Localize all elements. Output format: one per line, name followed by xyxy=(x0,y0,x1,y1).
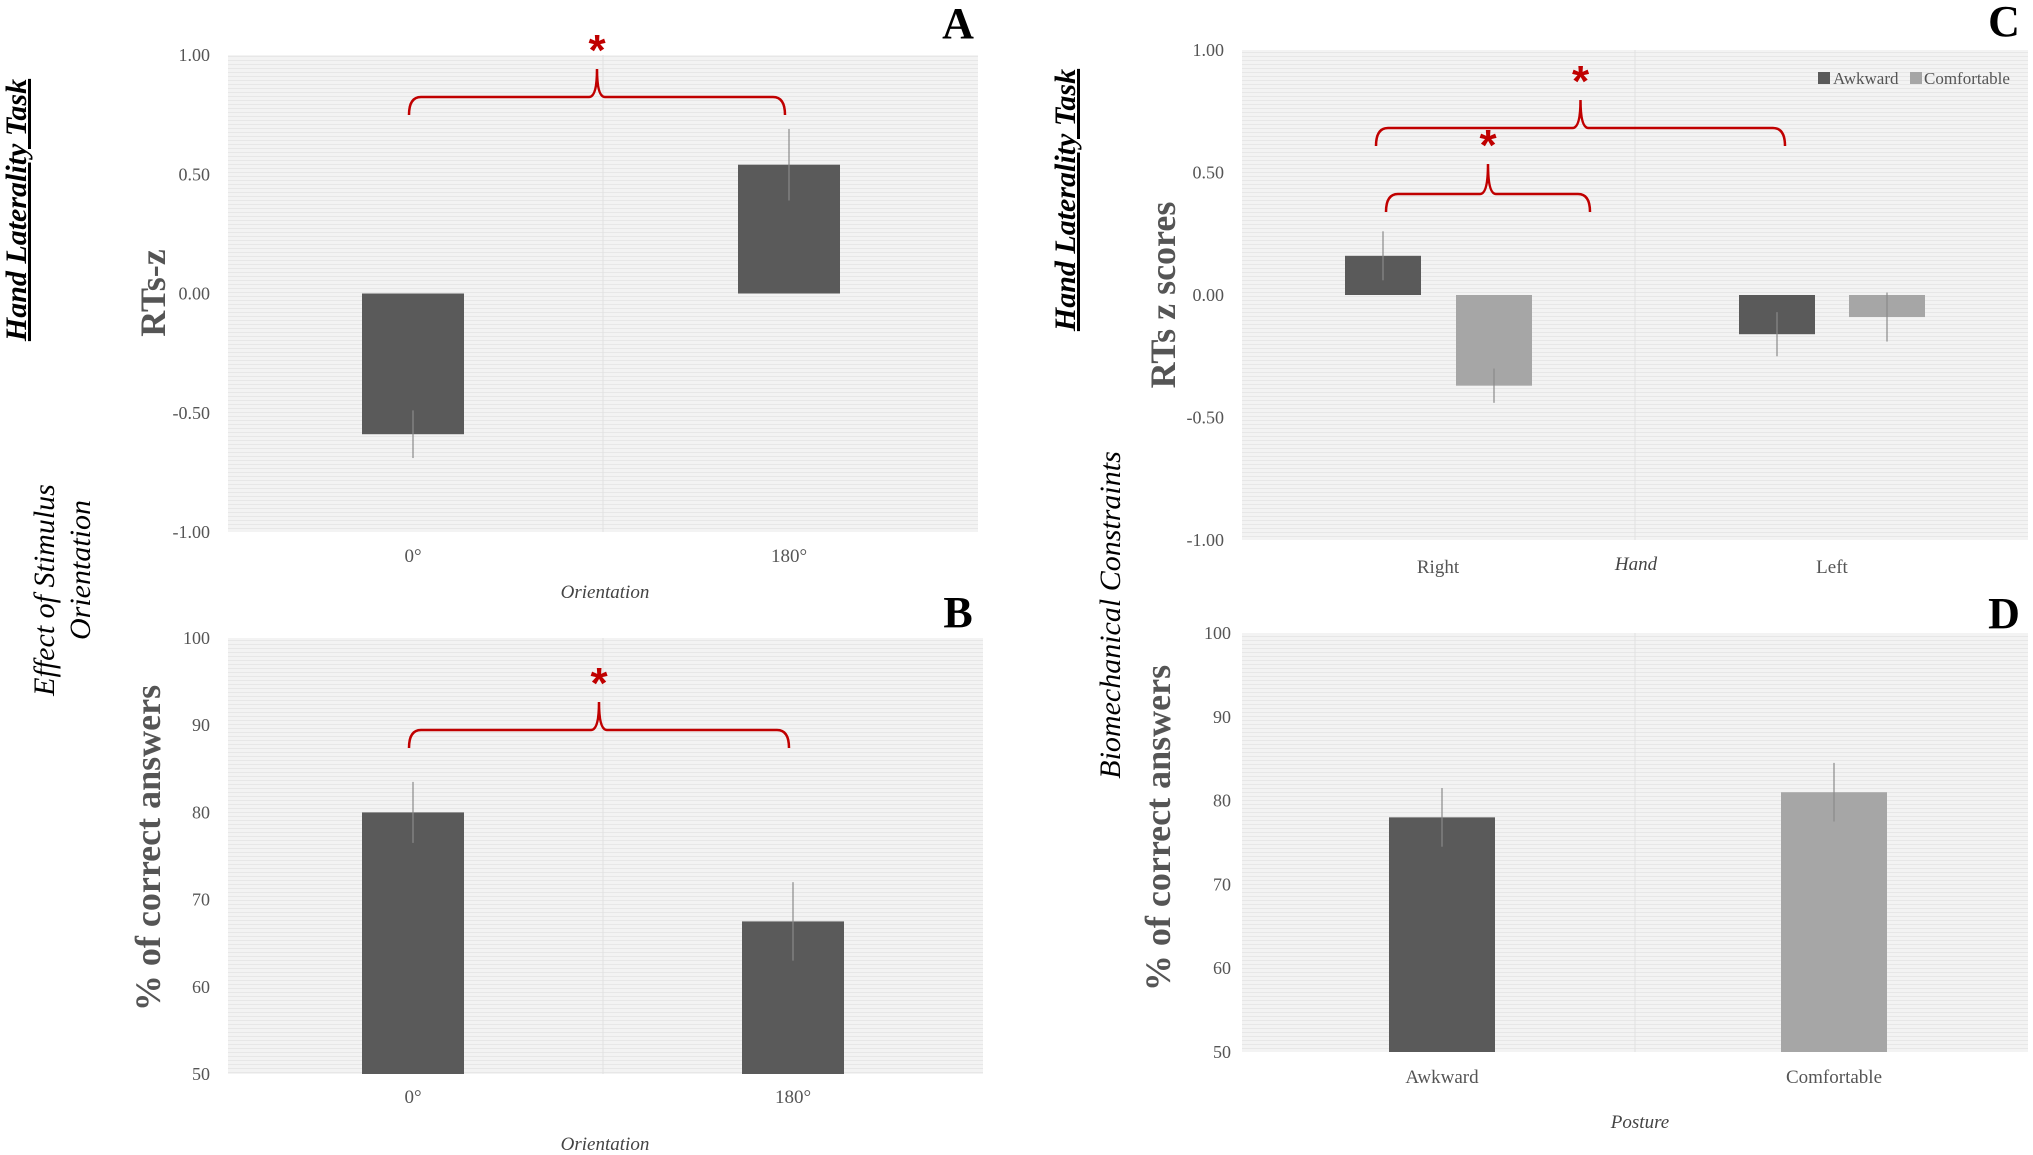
ytick-label: 50 xyxy=(192,1064,210,1084)
ytick-label: 1.00 xyxy=(1193,40,1225,60)
ytick-label: 0.50 xyxy=(179,164,211,184)
ylabel-d: % of correct answers xyxy=(1138,665,1178,991)
section-label-left-mid-2: Orientation xyxy=(64,500,97,640)
ytick-label: 80 xyxy=(192,802,210,822)
significance-bracket xyxy=(407,701,791,749)
category-label: 0° xyxy=(404,546,421,567)
significance-star: * xyxy=(590,659,608,708)
ytick-label: 50 xyxy=(1213,1042,1231,1062)
ytick-label: 60 xyxy=(192,977,210,997)
panel-d: D % of correct answers Posture 50 60 70 80 9… xyxy=(1138,589,2028,1133)
category-label: 180° xyxy=(775,1087,811,1108)
category-label: Right xyxy=(1417,557,1460,578)
xlabel-c: Hand xyxy=(1614,554,1658,575)
plot-area-b xyxy=(228,638,983,1074)
section-label-right-top: Hand Laterality Task xyxy=(1049,69,1082,332)
ytick-label: -1.00 xyxy=(1187,530,1225,550)
xlabel-b: Orientation xyxy=(561,1134,650,1155)
ytick-label: 100 xyxy=(1204,623,1231,643)
panel-a: A RTs-z Orientation -1.00 -0.50 0.00 0.50 1.… xyxy=(133,0,978,603)
bar-d-0 xyxy=(1389,817,1495,1052)
ytick-label: 70 xyxy=(1213,874,1231,894)
ytick-label: -0.50 xyxy=(1187,408,1225,428)
significance-bracket xyxy=(407,68,787,116)
ylabel-b: % of correct answers xyxy=(128,685,168,1011)
section-label-left-mid-1: Effect of Stimulus xyxy=(28,484,61,697)
ytick-label: -0.50 xyxy=(173,403,211,423)
legend-c: Awkward Comfortable xyxy=(1818,69,2010,88)
significance-bracket-inner xyxy=(1384,163,1592,213)
panel-label-d: D xyxy=(1988,589,2020,638)
ytick-label: 0.50 xyxy=(1193,163,1225,183)
bar-b-0 xyxy=(362,812,464,1074)
xlabel-d: Posture xyxy=(1610,1112,1669,1133)
bar-d-1 xyxy=(1781,792,1887,1052)
significance-star-inner: * xyxy=(1479,121,1497,170)
legend-label-awkward: Awkward xyxy=(1833,69,1899,88)
legend-label-comfortable: Comfortable xyxy=(1924,69,2010,88)
category-label: Comfortable xyxy=(1786,1067,1882,1088)
ytick-label: 100 xyxy=(183,628,210,648)
category-label: 180° xyxy=(771,546,807,567)
category-label: Awkward xyxy=(1405,1067,1479,1088)
significance-bracket-outer xyxy=(1374,99,1787,147)
panel-label-c: C xyxy=(1988,0,2020,46)
ytick-label: 1.00 xyxy=(179,45,211,65)
ytick-label: -1.00 xyxy=(173,522,211,542)
ytick-label: 70 xyxy=(192,890,210,910)
ytick-label: 90 xyxy=(192,715,210,735)
panel-b: B % of correct answers Orientation 50 60 7… xyxy=(128,588,983,1155)
panel-c: C RTs z scores Hand Awkward Comfortable … xyxy=(1143,0,2028,578)
panel-label-b: B xyxy=(943,588,972,637)
section-label-left-top: Hand Laterality Task xyxy=(0,79,33,342)
significance-star-outer: * xyxy=(1572,57,1590,106)
legend-swatch-comfortable xyxy=(1910,72,1922,84)
ytick-label: 0.00 xyxy=(179,284,211,304)
category-label: Left xyxy=(1816,557,1848,578)
ylabel-c: RTs z scores xyxy=(1143,202,1183,389)
section-label-right-mid: Biomechanical Constraints xyxy=(1094,451,1127,778)
significance-star: * xyxy=(588,26,606,75)
legend-swatch-awkward xyxy=(1818,72,1830,84)
ytick-label: 0.00 xyxy=(1193,285,1225,305)
ylabel-a: RTs-z xyxy=(133,249,173,336)
ytick-label: 90 xyxy=(1213,707,1231,727)
ytick-label: 60 xyxy=(1213,958,1231,978)
panel-label-a: A xyxy=(942,0,974,48)
category-label: 0° xyxy=(404,1087,421,1108)
ytick-label: 80 xyxy=(1213,791,1231,811)
xlabel-a: Orientation xyxy=(561,582,650,603)
